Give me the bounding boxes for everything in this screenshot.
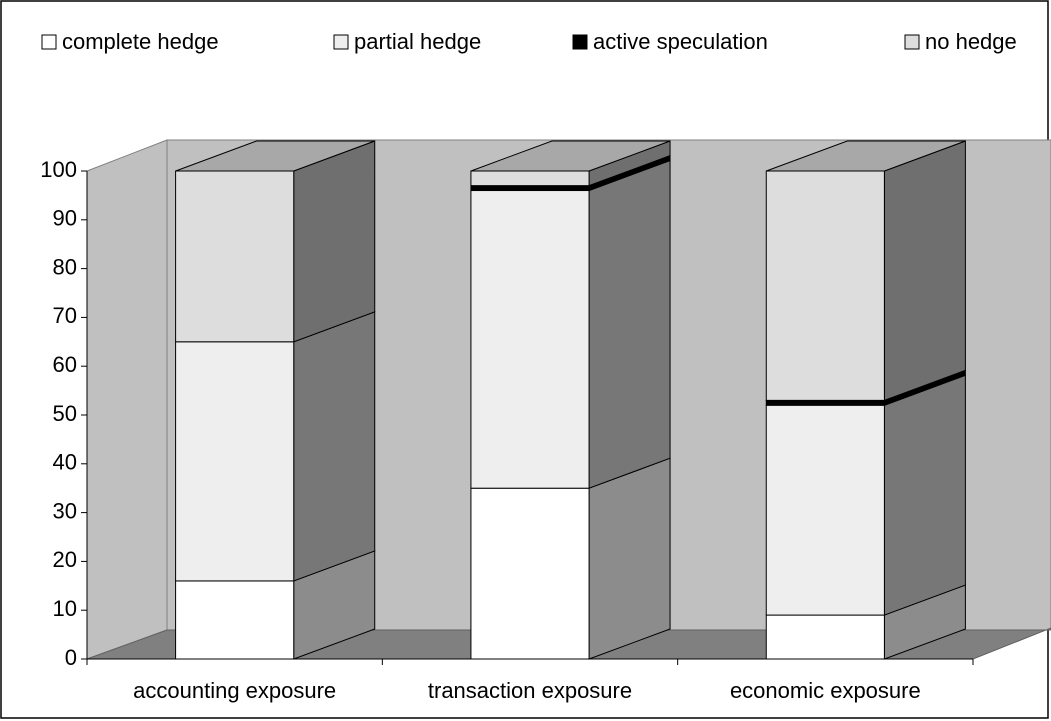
y-tick-label: 80 <box>53 254 77 279</box>
bar-side <box>883 374 966 616</box>
legend-swatch <box>41 34 57 50</box>
bar <box>765 399 885 406</box>
bar <box>470 185 590 192</box>
bar-side <box>588 457 671 660</box>
legend-swatch <box>333 34 349 50</box>
bar <box>175 341 295 582</box>
legend-swatch <box>572 34 588 50</box>
x-tick-label: economic exposure <box>730 678 921 703</box>
bar <box>765 170 885 401</box>
y-tick-label: 20 <box>53 547 77 572</box>
bar <box>470 487 590 660</box>
bar <box>765 404 885 616</box>
bar-side <box>293 140 376 343</box>
legend-label: partial hedge <box>354 29 481 54</box>
y-tick-label: 70 <box>53 303 77 328</box>
x-tick-label: accounting exposure <box>133 678 336 703</box>
bar <box>470 170 590 187</box>
bar-side <box>588 159 671 489</box>
bar-side <box>293 311 376 582</box>
legend-swatch <box>904 34 920 50</box>
y-tick-label: 50 <box>53 401 77 426</box>
bar-top <box>766 140 966 172</box>
y-tick-label: 100 <box>40 157 77 182</box>
legend-label: active speculation <box>593 29 768 54</box>
legend-label: complete hedge <box>62 29 219 54</box>
y-tick-label: 40 <box>53 450 77 475</box>
bar-side <box>883 140 966 402</box>
x-tick-label: transaction exposure <box>428 678 632 703</box>
bar <box>470 190 590 489</box>
y-tick-label: 60 <box>53 352 77 377</box>
y-tick-label: 10 <box>53 596 77 621</box>
y-tick-label: 90 <box>53 206 77 231</box>
y-tick-label: 0 <box>65 645 77 670</box>
bar-top <box>175 140 375 172</box>
bar <box>765 614 885 660</box>
bar <box>175 580 295 660</box>
side-wall <box>86 139 168 660</box>
bar <box>175 170 295 343</box>
y-tick-label: 30 <box>53 498 77 523</box>
bar-top <box>470 140 671 172</box>
legend-label: no hedge <box>925 29 1017 54</box>
